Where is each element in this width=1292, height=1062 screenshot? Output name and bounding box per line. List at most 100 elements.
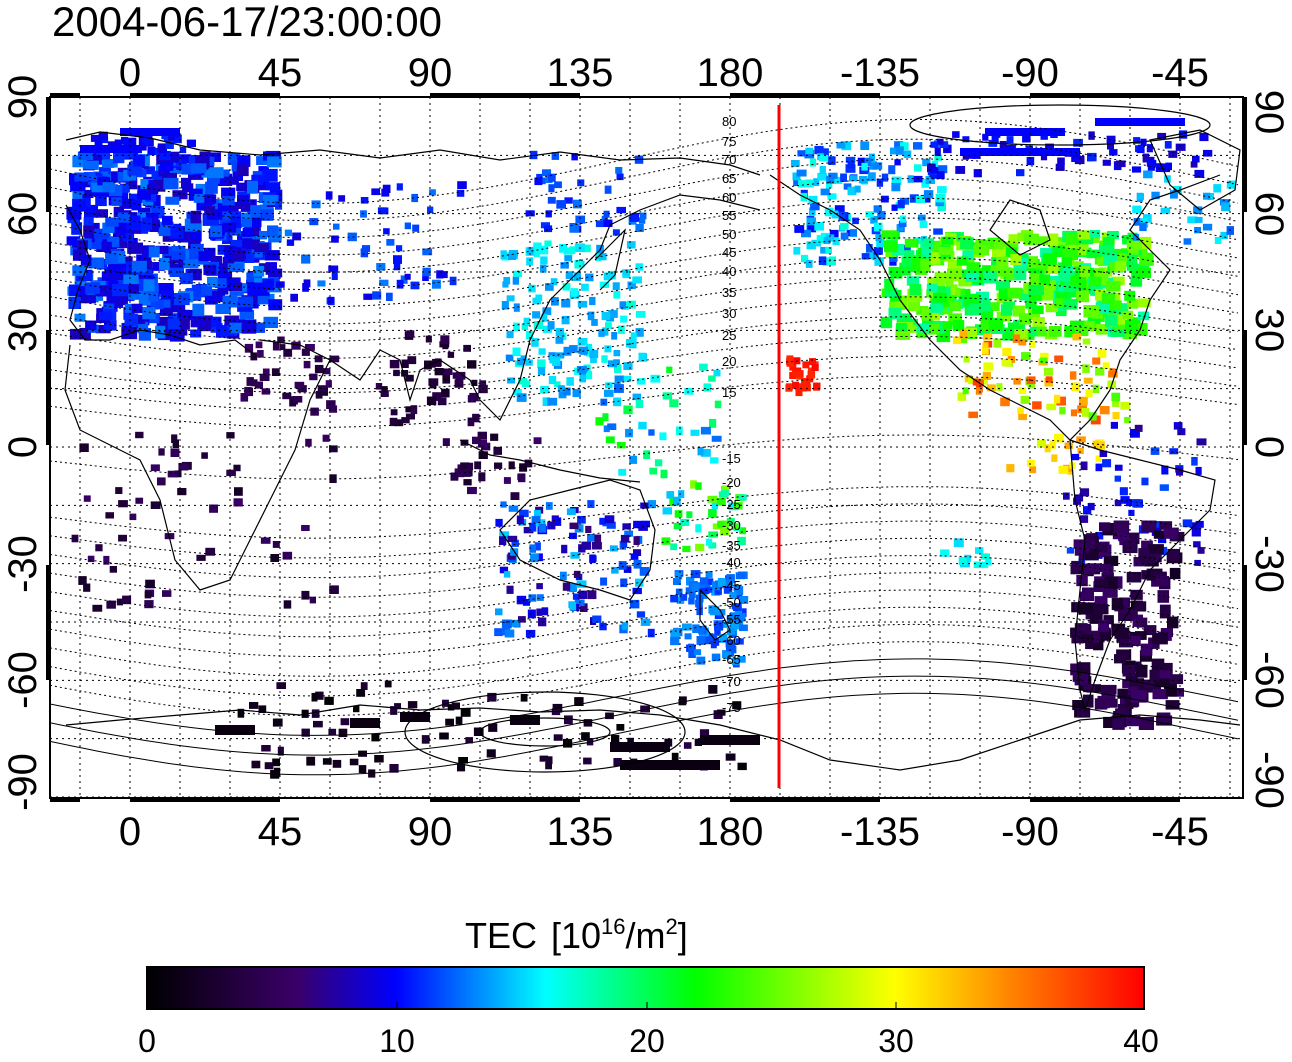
tec-pixel (1221, 202, 1231, 212)
tec-pixel (174, 470, 182, 478)
tec-pixel (592, 542, 602, 550)
tec-pixel (1139, 650, 1152, 662)
tec-pixel (792, 172, 801, 181)
tec-pixel (1109, 368, 1116, 377)
top-lon-tick: -45 (1151, 51, 1209, 95)
tec-pixel (506, 330, 514, 339)
tec-pixel (1097, 349, 1107, 359)
tec-pixel (670, 594, 679, 603)
tec-pixel (411, 193, 419, 203)
tec-pixel (1058, 465, 1069, 474)
tec-data-layer (66, 118, 1236, 779)
tec-pixel (113, 151, 125, 164)
tec-pixel (83, 160, 99, 170)
tec-pixel (217, 273, 229, 283)
tec-pixel (548, 173, 556, 182)
tec-pixel (138, 141, 147, 151)
tec-pixel (66, 236, 81, 246)
tec-pixel (791, 160, 800, 167)
tec-pixel (555, 328, 564, 337)
tec-pixel (426, 396, 437, 406)
tec-pixel (401, 417, 410, 424)
tec-pixel (79, 443, 89, 452)
tec-pixel (1048, 326, 1062, 337)
tec-pixel (371, 188, 380, 196)
tec-pixel (951, 232, 964, 244)
tec-pixel (1199, 132, 1209, 142)
tec-pixel (196, 554, 206, 561)
bottom-lon-tick: -135 (840, 810, 920, 854)
tec-pixel (726, 627, 736, 635)
tec-pixel (1159, 604, 1171, 615)
tec-pixel (710, 457, 719, 464)
tec-pixel (569, 246, 576, 254)
tec-pixel (455, 716, 463, 725)
tec-pixel (587, 590, 597, 600)
map-frame (49, 96, 1244, 799)
tec-pixel (1006, 136, 1014, 144)
colorbar-minor-ticks (396, 1002, 897, 1009)
tec-pixel (442, 368, 453, 375)
tec-pixel (622, 523, 631, 530)
tec-pixel (150, 464, 160, 472)
tec-pixel (847, 186, 857, 196)
tec-pixel (583, 719, 593, 727)
tec-pixel (467, 360, 477, 369)
tec-pixel (803, 384, 811, 392)
tec-pixel (325, 191, 333, 200)
tec-pixel (1102, 585, 1118, 598)
tec-pixel (843, 183, 852, 190)
tec-pixel (1147, 163, 1155, 171)
tec-pixel (1116, 160, 1126, 168)
tec-pixel (78, 576, 87, 585)
tec-pixel (1070, 275, 1087, 285)
tec-pixel (375, 383, 383, 390)
tec-pixel (233, 464, 241, 472)
tec-pixel (101, 241, 112, 251)
tec-pixel (508, 461, 515, 470)
tec-pixel (1150, 447, 1160, 455)
tec-pixel (104, 320, 117, 331)
tec-pixel (279, 344, 286, 351)
tec-pixel (158, 227, 171, 237)
tec-pixel (632, 587, 642, 595)
tec-pixel (530, 553, 539, 563)
tec-pixel (1017, 407, 1024, 415)
tec-pixel (958, 277, 972, 287)
tec-pixel (1066, 240, 1080, 253)
tec-pixel (673, 523, 683, 530)
tec-pixel (675, 588, 683, 596)
magnetic-latitude-labels: 8075706560555045403530252015-15-20-25-30… (722, 114, 741, 715)
tec-pixel (303, 360, 311, 369)
tec-pixel (1196, 438, 1207, 446)
tec-pixel (116, 236, 128, 249)
tec-pixel (798, 180, 805, 188)
tec-pixel (253, 322, 266, 333)
tec-pixel (613, 384, 624, 393)
mag-lat-contour (50, 197, 1239, 273)
tec-pixel (250, 294, 264, 303)
tec-pixel (583, 348, 594, 356)
tec-pixel (172, 439, 179, 448)
tec-pixel (1071, 154, 1081, 162)
tec-pixel (165, 196, 180, 205)
tec-pixel (1016, 169, 1025, 177)
tec-pixel (1135, 601, 1147, 612)
tec-pixel (471, 379, 478, 386)
tec-pixel (189, 268, 202, 281)
tec-pixel (251, 214, 262, 228)
tec-pixel (922, 158, 931, 167)
tec-pixel (133, 154, 145, 167)
tec-pixel (705, 538, 713, 546)
tec-pixel (595, 220, 604, 228)
tec-pixel (705, 571, 713, 578)
tec-pixel (254, 231, 268, 240)
tec-pixel (177, 233, 192, 243)
tec-pixel (72, 265, 87, 276)
tec-pixel (125, 178, 138, 190)
tec-pixel (941, 236, 954, 245)
tec-pixel (123, 149, 134, 159)
tec-pixel (1129, 678, 1145, 688)
tec-pixel (845, 156, 856, 163)
tec-pixel (240, 202, 257, 212)
